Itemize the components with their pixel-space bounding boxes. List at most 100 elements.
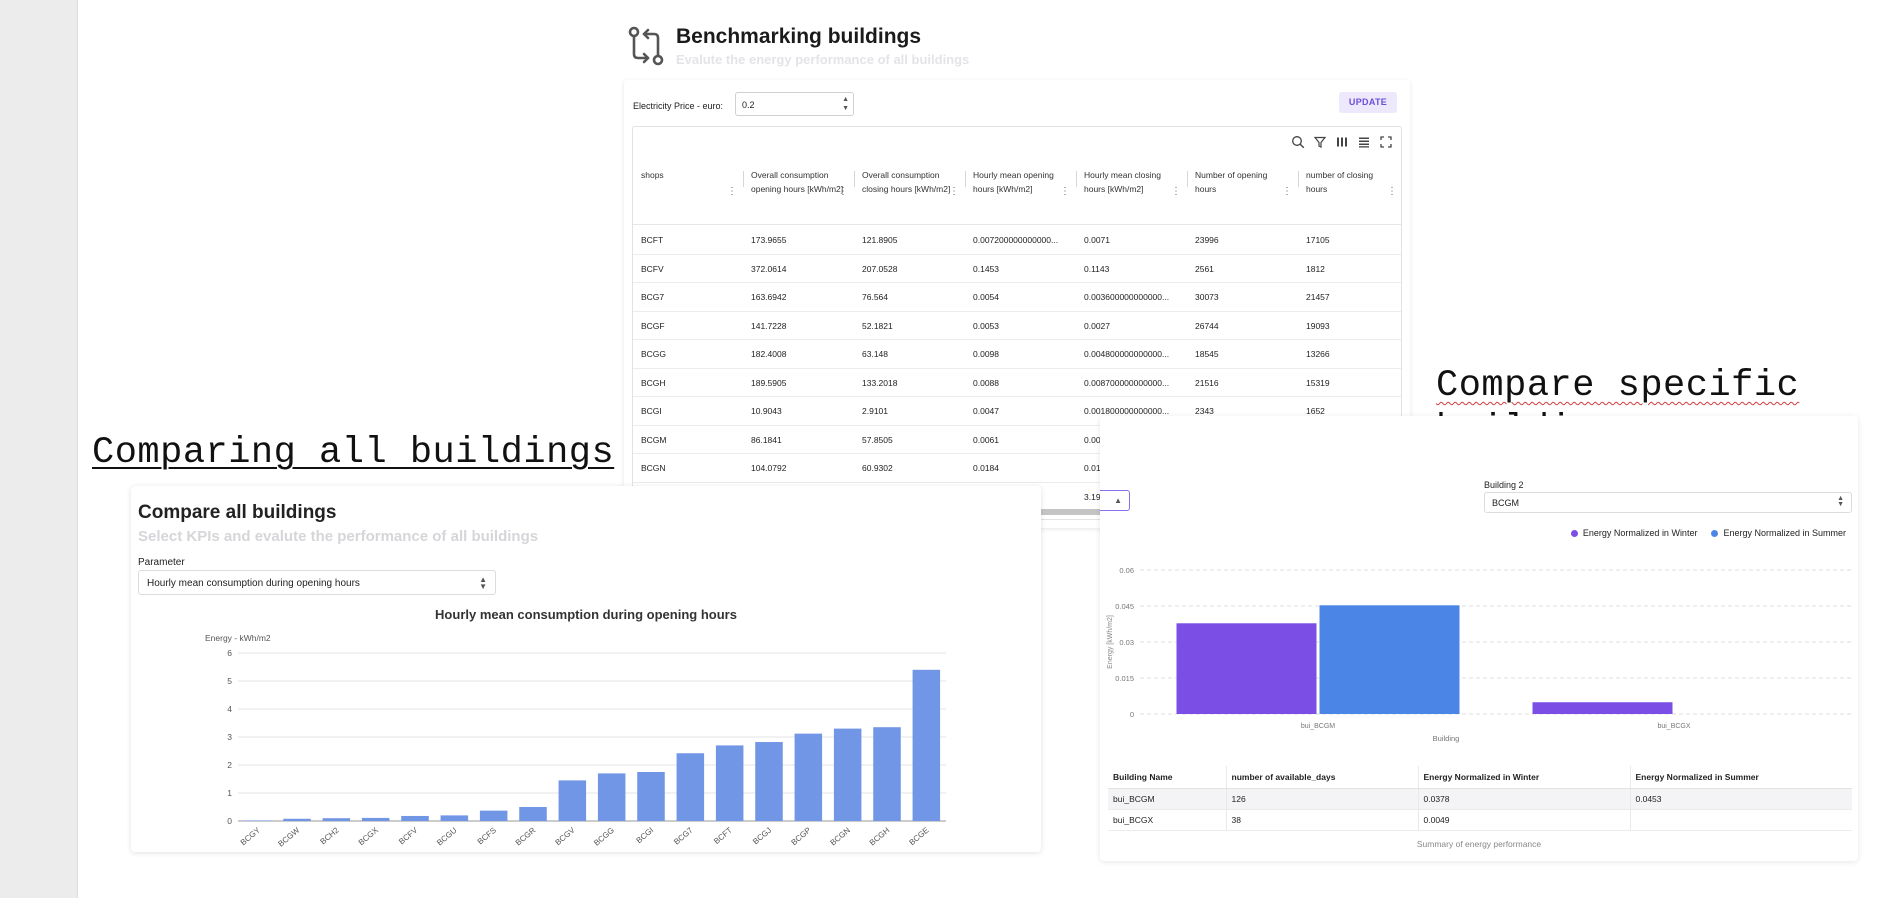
x-tick-label: bui_BCGX: [1657, 723, 1690, 730]
column-menu-icon[interactable]: ⋮: [949, 186, 959, 197]
table-cell: bui_BCGM: [1108, 788, 1226, 810]
x-tick-label: BCGE: [907, 826, 930, 847]
bar: [676, 753, 705, 821]
x-tick-label: BCGW: [276, 825, 301, 848]
table-row[interactable]: BCGG 182.4008 63.148 0.0098 0.00480000000000…: [633, 340, 1401, 369]
building2-label: Building 2: [1484, 480, 1524, 490]
compare-all-panel: Compare all buildings Select KPIs and ev…: [131, 486, 1041, 852]
compare-all-title: Compare all buildings: [138, 502, 337, 523]
table-cell: 57.8505: [862, 434, 893, 445]
table-cell: 17105: [1306, 235, 1330, 245]
building1-select[interactable]: ▲: [1100, 490, 1130, 511]
y-tick-label: 5: [227, 676, 232, 686]
table-cell: 0.0453: [1629, 788, 1852, 810]
column-header[interactable]: Number of opening hours ⋮: [1187, 167, 1298, 225]
table-cell: 52.1821: [862, 320, 893, 331]
table-row[interactable]: BCG7 163.6942 76.564 0.0054 0.00360000000000…: [633, 283, 1401, 312]
table-cell: 0.004800000000000...: [1084, 349, 1170, 359]
bar: [1319, 605, 1460, 714]
search-icon[interactable]: [1291, 135, 1305, 149]
table-row[interactable]: BCFV 372.0614 207.0528 0.1453 0.1143 2561 1812: [633, 255, 1401, 283]
table-row: bui_BCGX 38 0.0049: [1108, 809, 1852, 831]
chart-title: Hourly mean consumption during opening h…: [435, 607, 737, 622]
columns-icon[interactable]: [1335, 135, 1349, 149]
table-cell: 0.0049: [1417, 809, 1630, 831]
table-cell: BCGF: [641, 320, 665, 331]
column-header[interactable]: shops ⋮: [641, 170, 737, 197]
table-cell: 0.1453: [973, 263, 999, 274]
table-cell: 21457: [1306, 292, 1330, 302]
building2-select[interactable]: BCGM ▲ ▼: [1484, 492, 1852, 513]
x-axis-label: Building: [1433, 734, 1460, 743]
table-cell: 2561: [1195, 263, 1214, 274]
table-cell: 0.0054: [973, 292, 999, 302]
table-cell: 0.008700000000000...: [1084, 377, 1170, 388]
app-sidebar: [0, 0, 78, 898]
bar: [558, 780, 587, 821]
comparing-all-label: Comparing all buildings: [92, 432, 615, 474]
table-cell: 13266: [1306, 349, 1330, 359]
legend-item-summer[interactable]: Energy Normalized in Summer: [1711, 528, 1846, 538]
column-header[interactable]: Hourly mean opening hours [kWh/m2] ⋮: [965, 167, 1076, 225]
table-row[interactable]: BCGH 189.5905 133.2018 0.0088 0.008700000000…: [633, 369, 1401, 397]
table-cell: BCGH: [641, 377, 666, 388]
table-row: bui_BCGM 126 0.0378 0.0453: [1108, 788, 1852, 810]
bar: [440, 815, 469, 821]
x-tick-label: BCGP: [789, 826, 812, 847]
y-tick-label: 1: [227, 788, 232, 798]
column-menu-icon[interactable]: ⋮: [1060, 186, 1070, 197]
table-cell: 133.2018: [862, 377, 898, 388]
bar: [912, 669, 941, 821]
table-cell: 0.0047: [973, 406, 999, 416]
table-row[interactable]: BCGF 141.7228 52.1821 0.0053 0.0027 26744 1909…: [633, 312, 1401, 340]
table-header: Building Name number of available_days Ene…: [1108, 766, 1852, 789]
x-tick-label: BCFT: [712, 826, 734, 846]
column-menu-icon[interactable]: ⋮: [1387, 186, 1397, 197]
column-header: Building Name: [1108, 766, 1226, 789]
table-toolbar: [1291, 135, 1393, 149]
table-row[interactable]: BCFT 173.9655 121.8905 0.007200000000000...…: [633, 226, 1401, 255]
table-cell: 30073: [1195, 292, 1219, 302]
compare-all-subtitle: Select KPIs and evalute the performance …: [138, 528, 539, 545]
column-header[interactable]: Overall consumption opening hours [kWh/m…: [743, 167, 854, 225]
y-axis-label: Energy - kWh/m2: [205, 633, 271, 643]
bar: [637, 772, 665, 821]
table-body: bui_BCGM 126 0.0378 0.0453 bui_BCGX 38 0.0049: [1108, 788, 1852, 831]
table-cell: 63.148: [862, 349, 888, 359]
column-header[interactable]: Overall consumption closing hours [kWh/m…: [854, 167, 965, 225]
density-icon[interactable]: [1357, 135, 1371, 149]
table-cell: 0.0088: [973, 377, 999, 388]
y-tick-label: 3: [227, 732, 232, 742]
table-cell: 0.003600000000000...: [1084, 292, 1170, 302]
legend-dot: [1570, 529, 1578, 537]
price-input[interactable]: 0.2 ▲ ▼: [735, 92, 854, 116]
y-tick-label: 0: [227, 816, 232, 826]
table-cell: 182.4008: [751, 349, 787, 359]
y-axis-label: Energy [kWh/m2]: [1107, 615, 1114, 669]
column-header[interactable]: number of closing hours ⋮: [1298, 167, 1401, 225]
column-header[interactable]: Hourly mean closing hours [kWh/m2] ⋮: [1076, 167, 1187, 225]
bar: [1532, 702, 1673, 714]
y-tick-label: 0.045: [1115, 602, 1134, 611]
x-tick-label: BCGG: [592, 826, 616, 848]
filter-icon[interactable]: [1313, 135, 1327, 149]
table-row[interactable]: BCGM86.184157.85050.00610.00580000000000…: [633, 426, 1401, 454]
update-button[interactable]: UPDATE: [1339, 92, 1397, 113]
column-menu-icon[interactable]: ⋮: [1282, 186, 1292, 197]
column-menu-icon[interactable]: ⋮: [1171, 186, 1181, 197]
spinner-icon[interactable]: ▲ ▼: [842, 96, 849, 112]
column-menu-icon[interactable]: ⋮: [727, 186, 737, 197]
chart-legend: Energy Normalized in Winter Energy Norma…: [1570, 528, 1846, 538]
table-cell: 21516: [1195, 377, 1219, 388]
bar: [519, 807, 547, 821]
git-compare-icon: [628, 26, 664, 66]
x-tick-label: BCGJ: [751, 826, 773, 847]
bar: [755, 742, 783, 821]
table-cell: 38: [1225, 809, 1418, 831]
column-menu-icon[interactable]: ⋮: [838, 186, 848, 197]
table-row[interactable]: BCGI 10.9043 2.9101 0.0047 0.001800000000000…: [633, 397, 1401, 426]
fullscreen-icon[interactable]: [1379, 135, 1393, 149]
legend-item-winter[interactable]: Energy Normalized in Winter: [1570, 528, 1697, 538]
parameter-select[interactable]: Hourly mean consumption during opening h…: [138, 570, 496, 595]
